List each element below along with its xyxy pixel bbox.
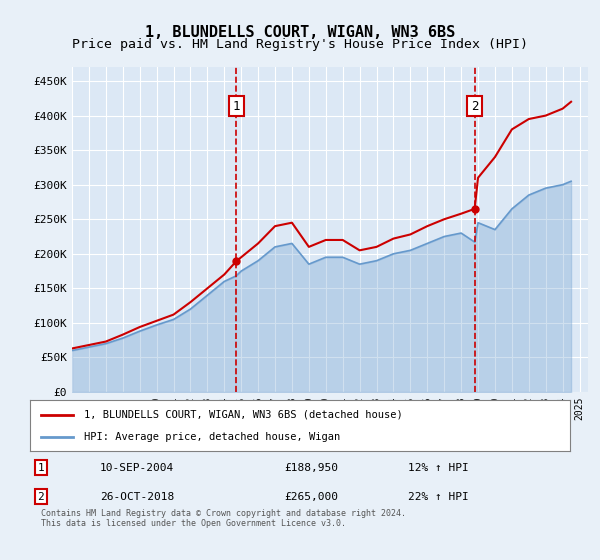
Text: £188,950: £188,950 — [284, 463, 338, 473]
Text: 26-OCT-2018: 26-OCT-2018 — [100, 492, 175, 502]
Text: 10-SEP-2004: 10-SEP-2004 — [100, 463, 175, 473]
Text: 1: 1 — [232, 100, 240, 113]
Text: 1, BLUNDELLS COURT, WIGAN, WN3 6BS: 1, BLUNDELLS COURT, WIGAN, WN3 6BS — [145, 25, 455, 40]
Text: 22% ↑ HPI: 22% ↑ HPI — [408, 492, 469, 502]
Text: 2: 2 — [471, 100, 478, 113]
Text: 12% ↑ HPI: 12% ↑ HPI — [408, 463, 469, 473]
Text: 1: 1 — [37, 463, 44, 473]
Text: Contains HM Land Registry data © Crown copyright and database right 2024.
This d: Contains HM Land Registry data © Crown c… — [41, 508, 406, 528]
Text: £265,000: £265,000 — [284, 492, 338, 502]
Text: HPI: Average price, detached house, Wigan: HPI: Average price, detached house, Wiga… — [84, 432, 340, 442]
Text: 2: 2 — [37, 492, 44, 502]
Text: 1, BLUNDELLS COURT, WIGAN, WN3 6BS (detached house): 1, BLUNDELLS COURT, WIGAN, WN3 6BS (deta… — [84, 409, 403, 419]
Text: Price paid vs. HM Land Registry's House Price Index (HPI): Price paid vs. HM Land Registry's House … — [72, 38, 528, 51]
